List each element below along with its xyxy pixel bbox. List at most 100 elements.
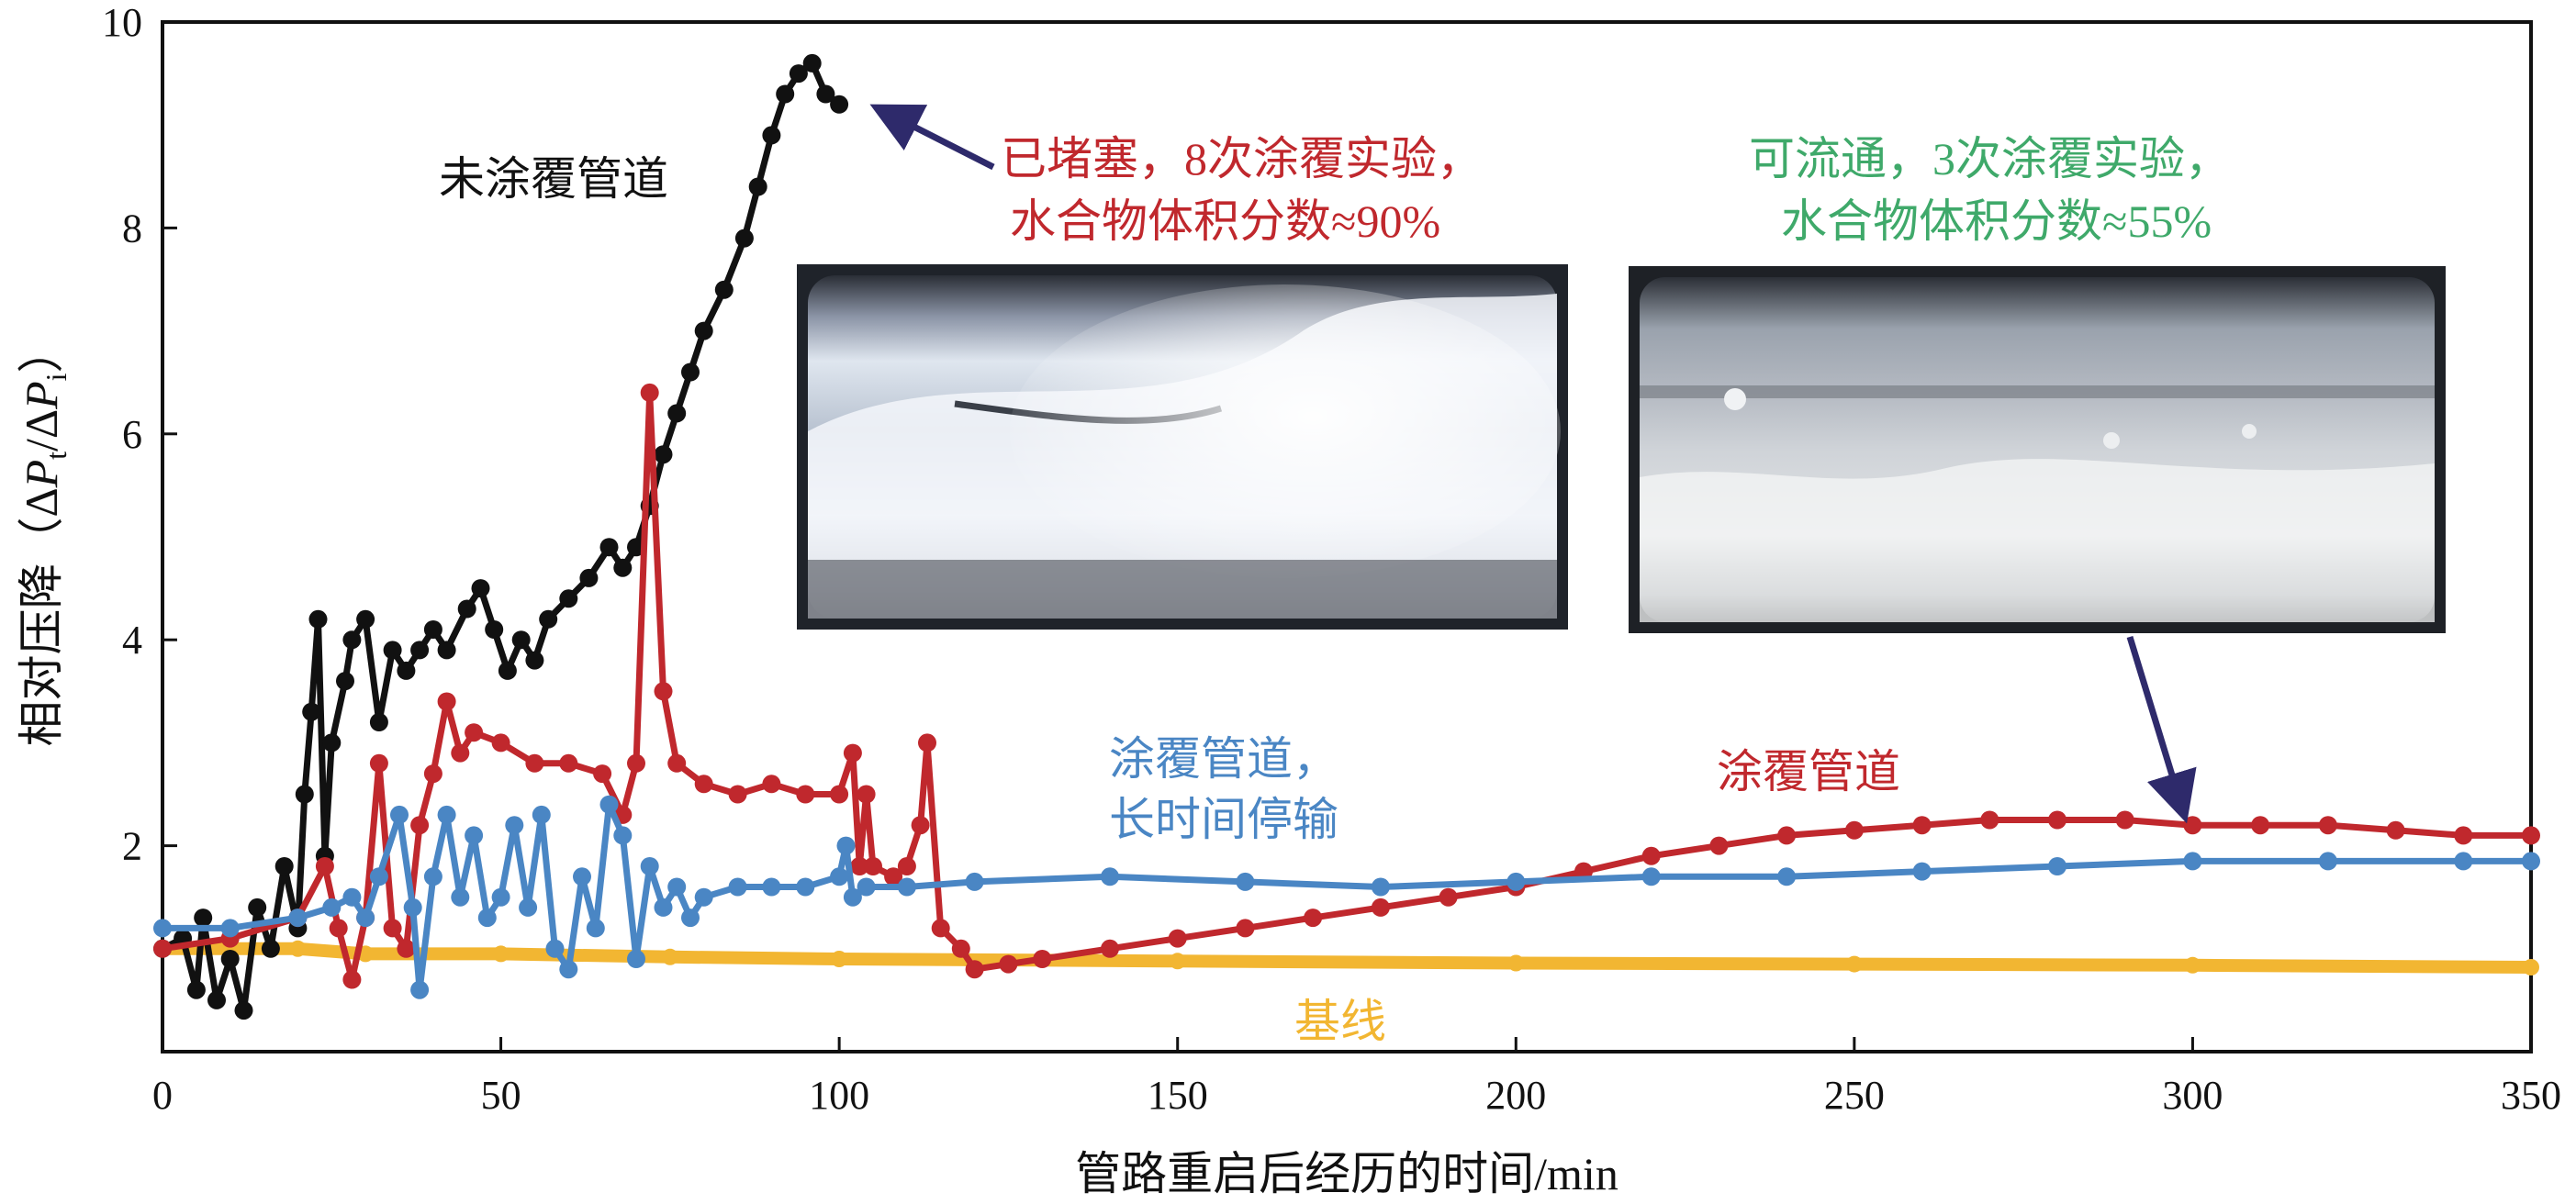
data-point <box>519 897 538 917</box>
data-point <box>836 836 856 855</box>
data-point <box>694 321 713 340</box>
data-point <box>492 945 510 963</box>
x-tick-label: 350 <box>2501 1073 2561 1118</box>
data-point <box>831 951 848 967</box>
data-point <box>884 867 903 886</box>
data-point <box>383 641 402 660</box>
y-tick-label: 10 <box>102 0 142 45</box>
data-point <box>1641 867 1661 886</box>
data-point <box>667 877 687 897</box>
data-point <box>491 733 510 752</box>
data-point <box>545 939 565 958</box>
annotation-flowable-line2: 水合物体积分数≈55% <box>1781 195 2212 247</box>
data-point <box>342 630 362 650</box>
data-point <box>857 877 876 897</box>
y-tick-label: 6 <box>122 412 142 457</box>
photo-flowable-pipe <box>1629 266 2446 633</box>
data-point <box>505 816 524 835</box>
data-point <box>485 620 504 639</box>
data-point <box>627 950 645 968</box>
data-point <box>2251 816 2270 835</box>
data-point <box>857 785 876 804</box>
annotation-coated: 涂覆管道 <box>1717 746 1900 797</box>
annotation-blocked-line2: 水合物体积分数≈90% <box>1010 195 1440 247</box>
data-point <box>654 445 673 464</box>
data-point <box>410 980 430 999</box>
data-point <box>613 826 633 845</box>
data-point <box>261 939 280 958</box>
data-point <box>525 651 544 670</box>
series-baseline <box>154 940 2539 975</box>
data-point <box>667 753 687 773</box>
y-axis-title-slash: /Δ <box>16 409 67 452</box>
data-point <box>220 950 240 968</box>
data-point <box>965 960 984 979</box>
data-point <box>1371 877 1390 897</box>
y-axis-title-prefix: 相对压降（ <box>16 518 67 747</box>
data-point <box>288 909 308 928</box>
data-point <box>511 630 531 650</box>
data-point <box>830 785 849 804</box>
data-point <box>694 887 713 907</box>
data-point <box>2522 826 2540 845</box>
data-point <box>1371 897 1390 917</box>
data-point <box>734 229 754 248</box>
data-point <box>322 897 342 917</box>
data-point <box>308 609 328 629</box>
data-point <box>559 589 578 608</box>
arrow-to-coated-curve <box>2126 635 2197 824</box>
data-point <box>661 948 678 965</box>
data-point <box>491 887 510 907</box>
series-line <box>159 60 843 1014</box>
x-axis-title: 管路重启后经历的时间/min <box>1075 1148 1618 1199</box>
data-point <box>1709 836 1729 855</box>
data-point <box>356 909 375 928</box>
data-point <box>342 887 362 907</box>
data-point <box>1169 953 1186 970</box>
data-point <box>864 857 882 875</box>
data-point <box>1641 846 1661 865</box>
data-point <box>153 919 172 938</box>
data-point <box>302 702 321 721</box>
y-tick-label: 4 <box>122 618 142 663</box>
data-point <box>897 877 916 897</box>
data-point <box>315 857 334 875</box>
data-point <box>640 857 659 875</box>
data-point <box>1777 826 1797 845</box>
data-point <box>2454 826 2473 845</box>
data-point <box>762 775 781 794</box>
data-point <box>681 362 700 382</box>
data-point <box>1777 867 1797 886</box>
annotation-blocked-line1: 已堵塞，8次涂覆实验， <box>1001 133 1483 184</box>
data-point <box>667 404 687 423</box>
x-tick-label: 200 <box>1485 1073 1546 1118</box>
x-tick-label: 250 <box>1824 1073 1885 1118</box>
data-point <box>1101 939 1119 958</box>
data-point <box>289 940 307 957</box>
data-point <box>843 743 862 763</box>
x-tick-label: 100 <box>809 1073 869 1118</box>
data-point <box>248 897 267 917</box>
data-point <box>830 95 849 114</box>
data-point <box>2184 956 2201 974</box>
data-point <box>2183 852 2202 871</box>
data-point <box>1236 872 1255 891</box>
data-point <box>465 826 484 845</box>
data-point <box>369 867 388 886</box>
data-point <box>403 897 422 917</box>
data-point <box>2318 852 2337 871</box>
data-point <box>1506 872 1526 891</box>
annotation-baseline: 基线 <box>1294 996 1386 1047</box>
data-point <box>830 867 849 886</box>
data-point <box>2048 810 2066 830</box>
data-point <box>369 713 388 731</box>
data-point <box>423 764 442 784</box>
y-axis-title-p2: P <box>16 381 67 410</box>
data-point <box>437 641 456 660</box>
data-point <box>796 785 815 804</box>
data-point <box>471 579 490 598</box>
data-point <box>532 805 551 824</box>
data-point <box>234 1001 253 1020</box>
data-point <box>2454 852 2473 871</box>
